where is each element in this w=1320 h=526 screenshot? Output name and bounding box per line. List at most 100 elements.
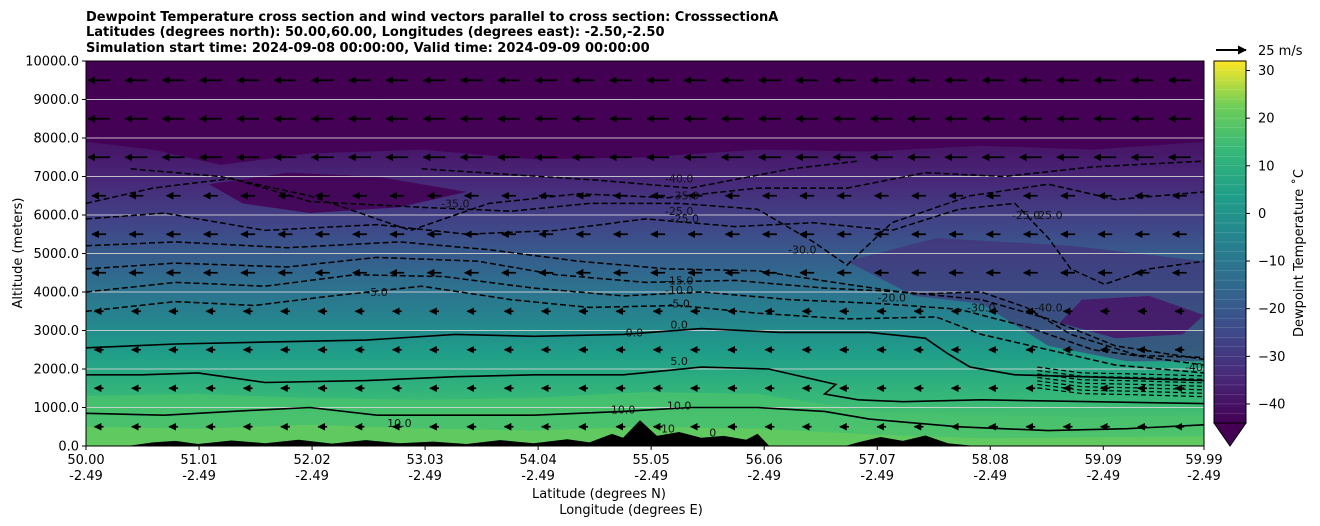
colorbar-tick-label: −10 bbox=[1258, 255, 1285, 270]
contour-line-dense bbox=[1037, 380, 1204, 391]
contour-line--35.0 bbox=[130, 160, 1204, 232]
x-axis-label-latitude: Latitude (degrees N) bbox=[532, 487, 666, 502]
contour-label: 10 bbox=[661, 423, 675, 436]
colorbar-bands bbox=[1214, 70, 1246, 414]
contour-line-dense bbox=[1037, 383, 1204, 394]
terrain-shape bbox=[86, 420, 1204, 446]
y-tick-label: 10000.0 bbox=[25, 55, 79, 70]
y-tick-label: 4000.0 bbox=[34, 286, 80, 301]
x-tick-label-longitude: -2.49 bbox=[860, 469, 894, 484]
y-tick-label: 2000.0 bbox=[34, 363, 80, 378]
terrain-profile bbox=[86, 420, 1204, 446]
y-tick-label: 1000.0 bbox=[34, 401, 80, 416]
x-axis-ticks: 50.00-2.4951.01-2.4952.02-2.4953.03-2.49… bbox=[67, 446, 1223, 484]
y-tick-label: 3000.0 bbox=[34, 324, 80, 339]
y-tick-label: 7000.0 bbox=[34, 170, 80, 185]
colorbar-tick-label: 10 bbox=[1258, 159, 1275, 174]
y-tick-label: 9000.0 bbox=[34, 93, 80, 108]
contour-line--25.0 bbox=[86, 202, 1204, 286]
y-tick-label: 5000.0 bbox=[34, 247, 80, 262]
contour-label: 10.0 bbox=[611, 403, 636, 416]
x-tick-label-latitude: 56.06 bbox=[746, 453, 783, 468]
x-tick-label-longitude: -2.49 bbox=[1086, 469, 1120, 484]
chart-title-line-1: Dewpoint Temperature cross section and w… bbox=[86, 10, 778, 25]
contour-line-dense bbox=[1037, 376, 1204, 387]
y-axis-label: Altitude (meters) bbox=[11, 198, 26, 309]
contour-label: -5.0 bbox=[668, 297, 689, 310]
y-tick-label: 6000.0 bbox=[34, 209, 80, 224]
contour-line-5.0 bbox=[86, 366, 1204, 405]
x-tick-label-latitude: 50.00 bbox=[67, 453, 104, 468]
contour-line--10.0 bbox=[86, 273, 1204, 366]
x-tick-label-longitude: -2.49 bbox=[408, 469, 442, 484]
colorbar-tick-label: 0 bbox=[1258, 207, 1266, 222]
x-tick-label-latitude: 55.05 bbox=[633, 453, 670, 468]
wind-vectors bbox=[87, 76, 1191, 431]
x-tick-label-latitude: 52.02 bbox=[293, 453, 330, 468]
contour-label: -40 bbox=[1185, 361, 1203, 374]
contour-label: -20.0 bbox=[878, 292, 906, 305]
contour-line-dense bbox=[1037, 373, 1204, 384]
colorbar-gradient bbox=[1214, 61, 1246, 423]
colorbar-tick-label: 20 bbox=[1258, 112, 1275, 127]
contour-label: 5.0 bbox=[670, 355, 688, 368]
colorbar-tick-label: −40 bbox=[1258, 397, 1285, 412]
colorbar-label: Dewpoint Temperature ˚C bbox=[1291, 169, 1307, 337]
contour-label: -40.0 bbox=[1034, 301, 1062, 314]
contour-line--40.0 bbox=[421, 160, 859, 189]
dewpoint-filled-regions bbox=[86, 61, 1204, 446]
x-tick-label-longitude: -2.49 bbox=[1187, 469, 1221, 484]
upper-dry-region bbox=[86, 61, 1204, 165]
colorbar-min-extension bbox=[1213, 422, 1247, 447]
dry-pocket-left bbox=[209, 172, 467, 214]
y-tick-label: 0.0 bbox=[58, 440, 79, 455]
x-tick-label-latitude: 58.08 bbox=[972, 453, 1009, 468]
colorbar-tick-label: −30 bbox=[1258, 350, 1285, 365]
x-tick-label-longitude: -2.49 bbox=[182, 469, 216, 484]
contour-label: -25.0 bbox=[665, 205, 693, 218]
contour-label: -25.0 bbox=[1034, 209, 1062, 222]
colorbar-tick-label: 30 bbox=[1258, 64, 1275, 79]
contour-line-dense bbox=[1037, 369, 1204, 380]
dashed-contour-lines bbox=[86, 160, 1204, 398]
chart-title-line-2: Latitudes (degrees north): 50.00,60.00, … bbox=[86, 25, 665, 40]
contour-label: -40.0 bbox=[665, 172, 693, 185]
chart-title-line-3: Simulation start time: 2024-09-08 00:00:… bbox=[86, 41, 650, 56]
quiver-key-label: 25 m/s bbox=[1258, 44, 1303, 59]
contour-label: 0 bbox=[709, 426, 716, 439]
y-tick-label: 8000.0 bbox=[34, 132, 80, 147]
contour-label: -35.0 bbox=[670, 190, 698, 203]
x-tick-label-latitude: 59.09 bbox=[1085, 453, 1122, 468]
x-axis-label-longitude: Longitude (degrees E) bbox=[559, 503, 703, 518]
contour-line-dense bbox=[1037, 387, 1204, 398]
contour-label: -10.0 bbox=[665, 284, 693, 297]
contour-label: 10.0 bbox=[667, 399, 692, 412]
x-tick-label-longitude: -2.49 bbox=[747, 469, 781, 484]
contour-line-dense bbox=[1037, 366, 1204, 377]
colorbar-ticks: −40 −30 −20 −10 0 10 20 30 bbox=[1246, 64, 1285, 412]
quiver-key: 25 m/s bbox=[1216, 44, 1303, 59]
contour-line--20.0 bbox=[86, 241, 1204, 359]
contour-label: -25.0 bbox=[1012, 209, 1040, 222]
contour-line--5.0 bbox=[86, 285, 1204, 374]
x-tick-label-latitude: 51.01 bbox=[180, 453, 217, 468]
x-tick-label-longitude: -2.49 bbox=[521, 469, 555, 484]
contour-line--15.0 bbox=[86, 256, 1204, 361]
contour-line-10.0 bbox=[86, 406, 1204, 432]
contour-label: -25.0 bbox=[670, 213, 698, 226]
contour-label: -30.0 bbox=[967, 301, 995, 314]
x-tick-label-latitude: 54.04 bbox=[520, 453, 557, 468]
x-tick-label-longitude: -2.49 bbox=[295, 469, 329, 484]
contour-label: -5.0 bbox=[366, 286, 387, 299]
x-tick-label-longitude: -2.49 bbox=[69, 469, 103, 484]
contour-label: -30.0 bbox=[788, 244, 816, 257]
colorbar-tick-label: −20 bbox=[1258, 302, 1285, 317]
plot-area: -40.0-35.0-35.0-25.0-25.0 -25.0-25.0-30.0… bbox=[86, 61, 1204, 446]
contour-label: 10.0 bbox=[387, 417, 412, 430]
horizontal-gridlines bbox=[86, 99, 1204, 408]
contour-label: 0.0 bbox=[626, 326, 644, 339]
contour-line--30.0 bbox=[86, 177, 1204, 267]
colorbar: −40 −30 −20 −10 0 10 20 30 Dewpoint Temperature… bbox=[1213, 60, 1307, 447]
x-tick-label-latitude: 53.03 bbox=[406, 453, 443, 468]
